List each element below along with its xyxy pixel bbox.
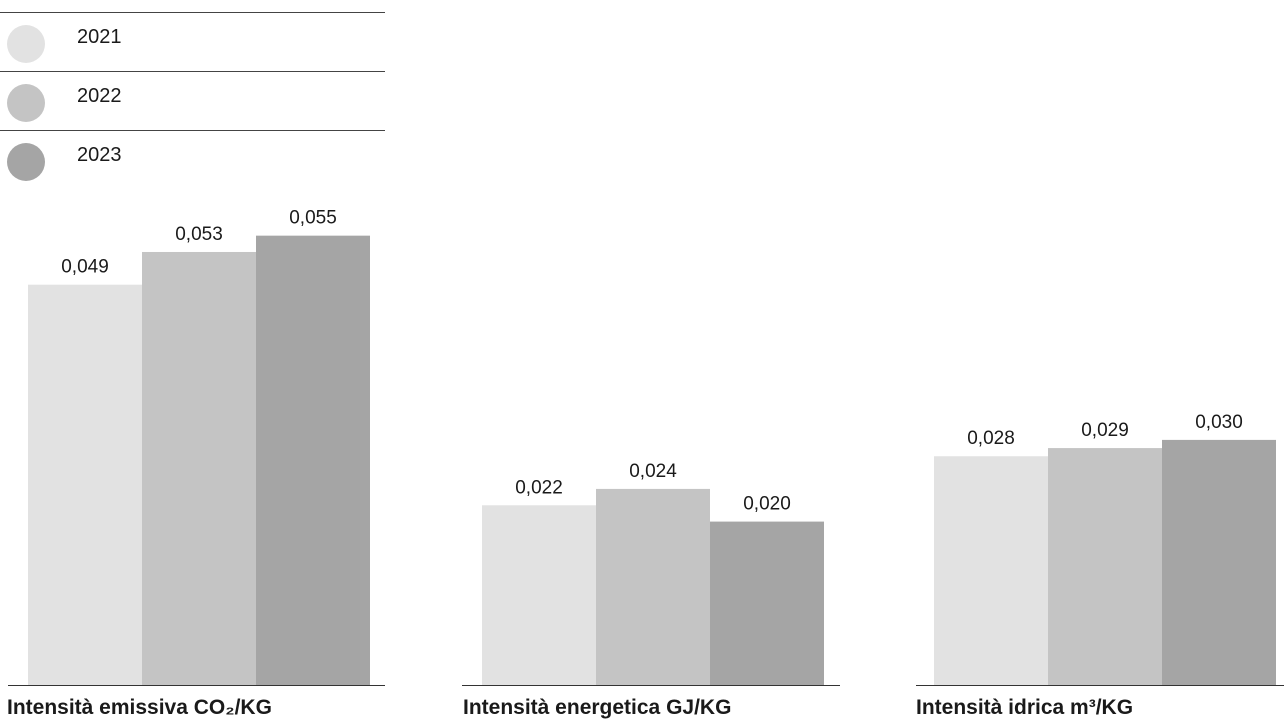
value-label-water-2023: 0,030 (1195, 412, 1243, 433)
bar-charts: 0,049 0,053 0,055 0,022 0,024 0,020 0,028 0,029… (8, 208, 1284, 686)
legend-swatch-2021 (7, 25, 45, 63)
bar-energy-2021 (482, 505, 596, 685)
value-label-energy-2021: 0,022 (515, 477, 563, 498)
legend-label-2021: 2021 (77, 26, 122, 48)
value-label-emissions-2023: 0,055 (289, 208, 337, 229)
legend-swatch-2023 (7, 143, 45, 181)
legend: 2021 2022 2023 (0, 12, 385, 189)
chart-title-water: Intensità idrica m³/KG (916, 696, 1134, 719)
bar-emissions-2023 (256, 235, 370, 685)
bar-energy-2023 (710, 521, 824, 685)
chart-title-energy: Intensità energetica GJ/KG (463, 696, 732, 719)
bar-water-2021 (934, 456, 1048, 685)
legend-label-2023: 2023 (77, 144, 122, 166)
bar-energy-2022 (596, 488, 710, 685)
value-label-emissions-2021: 0,049 (61, 257, 109, 278)
legend-swatch-2022 (7, 84, 45, 122)
value-label-emissions-2022: 0,053 (175, 224, 223, 245)
bar-emissions-2022 (142, 251, 256, 686)
bar-water-2023 (1162, 439, 1276, 685)
value-label-energy-2023: 0,020 (743, 494, 791, 515)
value-label-water-2021: 0,028 (967, 428, 1015, 449)
legend-label-2022: 2022 (77, 85, 122, 107)
legend-item-2021: 2021 (0, 12, 385, 71)
bar-water-2022 (1048, 448, 1162, 685)
value-label-water-2022: 0,029 (1081, 420, 1129, 441)
value-label-energy-2022: 0,024 (629, 461, 677, 482)
legend-item-2023: 2023 (0, 130, 385, 189)
legend-item-2022: 2022 (0, 71, 385, 130)
chart-title-emissions: Intensità emissiva CO₂/KG (7, 696, 272, 719)
bar-emissions-2021 (28, 284, 142, 685)
